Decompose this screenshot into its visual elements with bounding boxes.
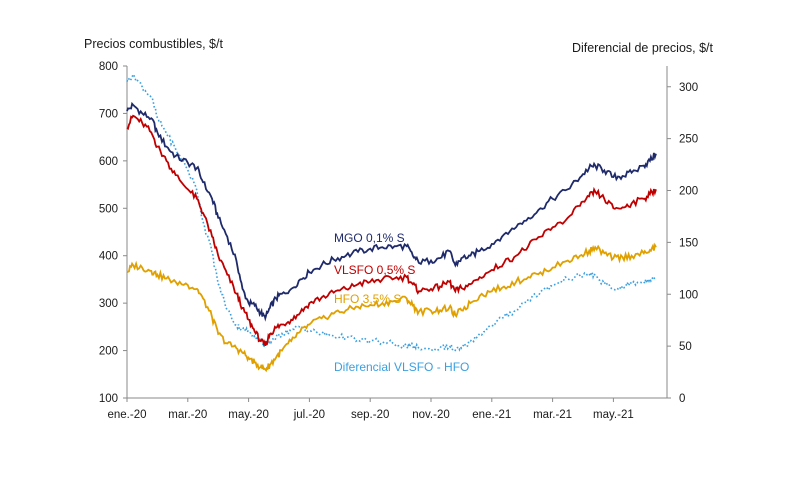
series-label-vlsfo: VLSFO 0,5% S [334, 263, 415, 277]
right-tick-label: 250 [679, 134, 698, 146]
left-tick-label: 100 [99, 393, 118, 405]
x-tick-label: sep.-20 [351, 409, 389, 421]
right-tick-label: 150 [679, 237, 698, 249]
x-tick-label: nov.-20 [412, 409, 450, 421]
x-tick-label: mar.-21 [533, 409, 572, 421]
x-tick-label: mar.-20 [168, 409, 207, 421]
right-tick-label: 300 [679, 82, 698, 94]
left-axis-title: Precios combustibles, $/t [84, 37, 223, 51]
left-tick-label: 300 [99, 298, 118, 310]
right-axis-ticks: 0 50 100 150 200 250 300 [667, 82, 698, 405]
series-line-mgo [126, 101, 657, 322]
left-tick-label: 400 [99, 251, 118, 263]
series-line-hfo [126, 242, 657, 373]
x-tick-label: may.-20 [228, 409, 269, 421]
right-tick-label: 100 [679, 289, 698, 301]
series-line-diferencial [126, 72, 657, 353]
series-line-vlsfo [126, 114, 657, 347]
left-tick-label: 200 [99, 346, 118, 358]
x-axis-ticks: ene.-20 mar.-20 may.-20 jul.-20 sep.-20 nov.-… [107, 398, 634, 421]
right-tick-label: 200 [679, 186, 698, 198]
right-axis-title: Diferencial de precios, $/t [572, 41, 714, 55]
left-tick-label: 700 [99, 108, 118, 120]
left-tick-label: 600 [99, 156, 118, 168]
series-label-mgo: MGO 0,1% S [334, 231, 405, 245]
right-tick-label: 0 [679, 393, 685, 405]
series-label-hfo: HFO 3,5% S [334, 292, 401, 306]
left-tick-label: 800 [99, 61, 118, 73]
x-tick-label: may.-21 [593, 409, 634, 421]
left-tick-label: 500 [99, 203, 118, 215]
x-tick-label: ene.-20 [107, 409, 146, 421]
series-label-diferencial: Diferencial VLSFO - HFO [334, 360, 469, 374]
right-tick-label: 50 [679, 341, 692, 353]
x-tick-label: ene.-21 [472, 409, 511, 421]
x-tick-label: jul.-20 [293, 409, 325, 421]
left-axis-ticks: 100 200 300 400 500 600 700 800 [99, 61, 127, 405]
